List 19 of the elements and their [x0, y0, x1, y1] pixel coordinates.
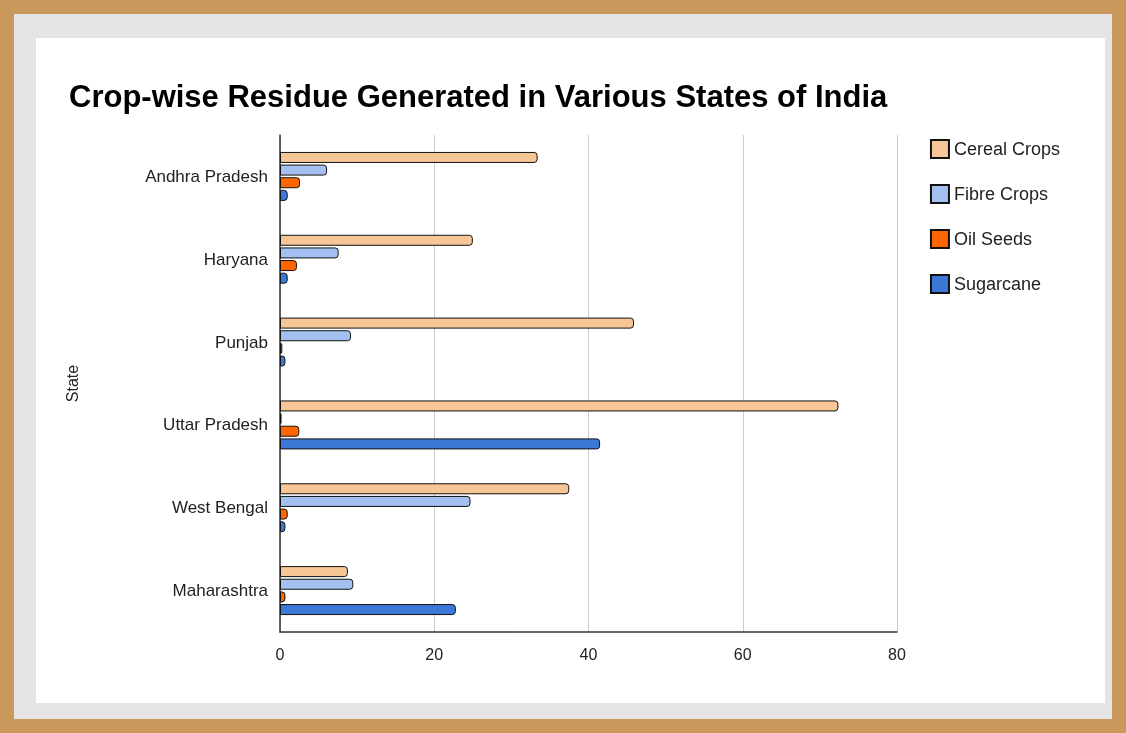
legend-label: Sugarcane — [953, 274, 1042, 294]
y-tick-label: Maharashtra — [172, 581, 269, 601]
x-tick-label: 40 — [579, 645, 598, 663]
y-tick-label: Uttar Pradesh — [163, 415, 268, 435]
bar — [280, 566, 348, 578]
x-tick-label: 80 — [888, 645, 906, 663]
legend-label: Oil Seeds — [953, 229, 1033, 249]
x-tick-label: 0 — [275, 645, 285, 663]
y-tick-label: Andhra Pradesh — [145, 166, 268, 186]
bar — [280, 483, 570, 495]
legend-label: Cereal Crops — [953, 139, 1061, 159]
y-tick-label: Haryana — [203, 249, 269, 269]
x-tick-label: 20 — [425, 645, 444, 663]
y-tick-label: Punjab — [215, 332, 268, 352]
legend-label: Fibre Crops — [953, 184, 1048, 204]
x-tick-label: 60 — [733, 645, 752, 663]
chart-title: Crop-wise Residue Generated in Various States of India — [69, 79, 889, 114]
y-axis-title: State — [63, 364, 81, 403]
y-tick-label: West Bengal — [171, 498, 268, 518]
